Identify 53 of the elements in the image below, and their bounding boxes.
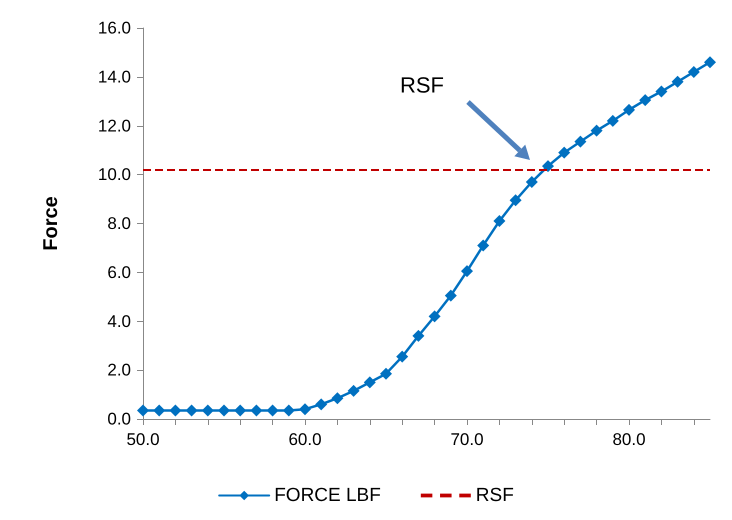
- point: [574, 136, 586, 148]
- point: [234, 404, 246, 416]
- legend-label: RSF: [476, 485, 514, 506]
- point: [477, 239, 490, 252]
- point: [348, 384, 360, 397]
- point: [558, 146, 570, 159]
- point: [153, 404, 166, 416]
- point: [655, 86, 668, 98]
- point: [169, 404, 182, 416]
- point: [315, 398, 328, 410]
- legend-label: FORCE LBF: [274, 485, 381, 506]
- point: [493, 215, 506, 228]
- point: [606, 114, 619, 127]
- y-tick-label: 12.0: [98, 116, 131, 136]
- point: [218, 404, 230, 416]
- x-tick-label: 80.0: [612, 430, 646, 449]
- point: [202, 404, 214, 416]
- x-tick-label: 50.0: [126, 430, 160, 449]
- point: [510, 194, 522, 206]
- point: [590, 124, 603, 137]
- y-tick-label: 8.0: [107, 214, 131, 233]
- point: [266, 404, 279, 416]
- point: [526, 176, 538, 188]
- y-axis-title: Force: [40, 196, 62, 251]
- point: [672, 76, 684, 88]
- point: [380, 368, 392, 380]
- point: [299, 403, 311, 416]
- point: [542, 160, 554, 172]
- point: [331, 392, 344, 404]
- x-tick-label: 70.0: [450, 430, 484, 449]
- annotation: RSF: [400, 72, 444, 98]
- y-tick-label: 14.0: [98, 67, 131, 86]
- point: [623, 104, 635, 116]
- point: [461, 265, 473, 278]
- point: [428, 310, 441, 322]
- y-tick-label: 16.0: [98, 18, 131, 38]
- point: [250, 404, 262, 416]
- y-tick-label: 4.0: [107, 312, 131, 331]
- point: [186, 404, 198, 416]
- y-tick-label: 0.0: [107, 410, 131, 428]
- y-tick-label: 10.0: [98, 165, 131, 184]
- point: [444, 290, 457, 302]
- point: [639, 94, 652, 106]
- point: [412, 330, 424, 342]
- x-tick-label: 60.0: [288, 430, 322, 449]
- point: [688, 66, 700, 78]
- point: [282, 404, 295, 416]
- point: [396, 350, 408, 363]
- point: [364, 376, 376, 388]
- y-tick-label: 6.0: [107, 262, 131, 282]
- y-tick-label: 2.0: [107, 360, 131, 380]
- point: [704, 56, 716, 68]
- point: [137, 404, 149, 416]
